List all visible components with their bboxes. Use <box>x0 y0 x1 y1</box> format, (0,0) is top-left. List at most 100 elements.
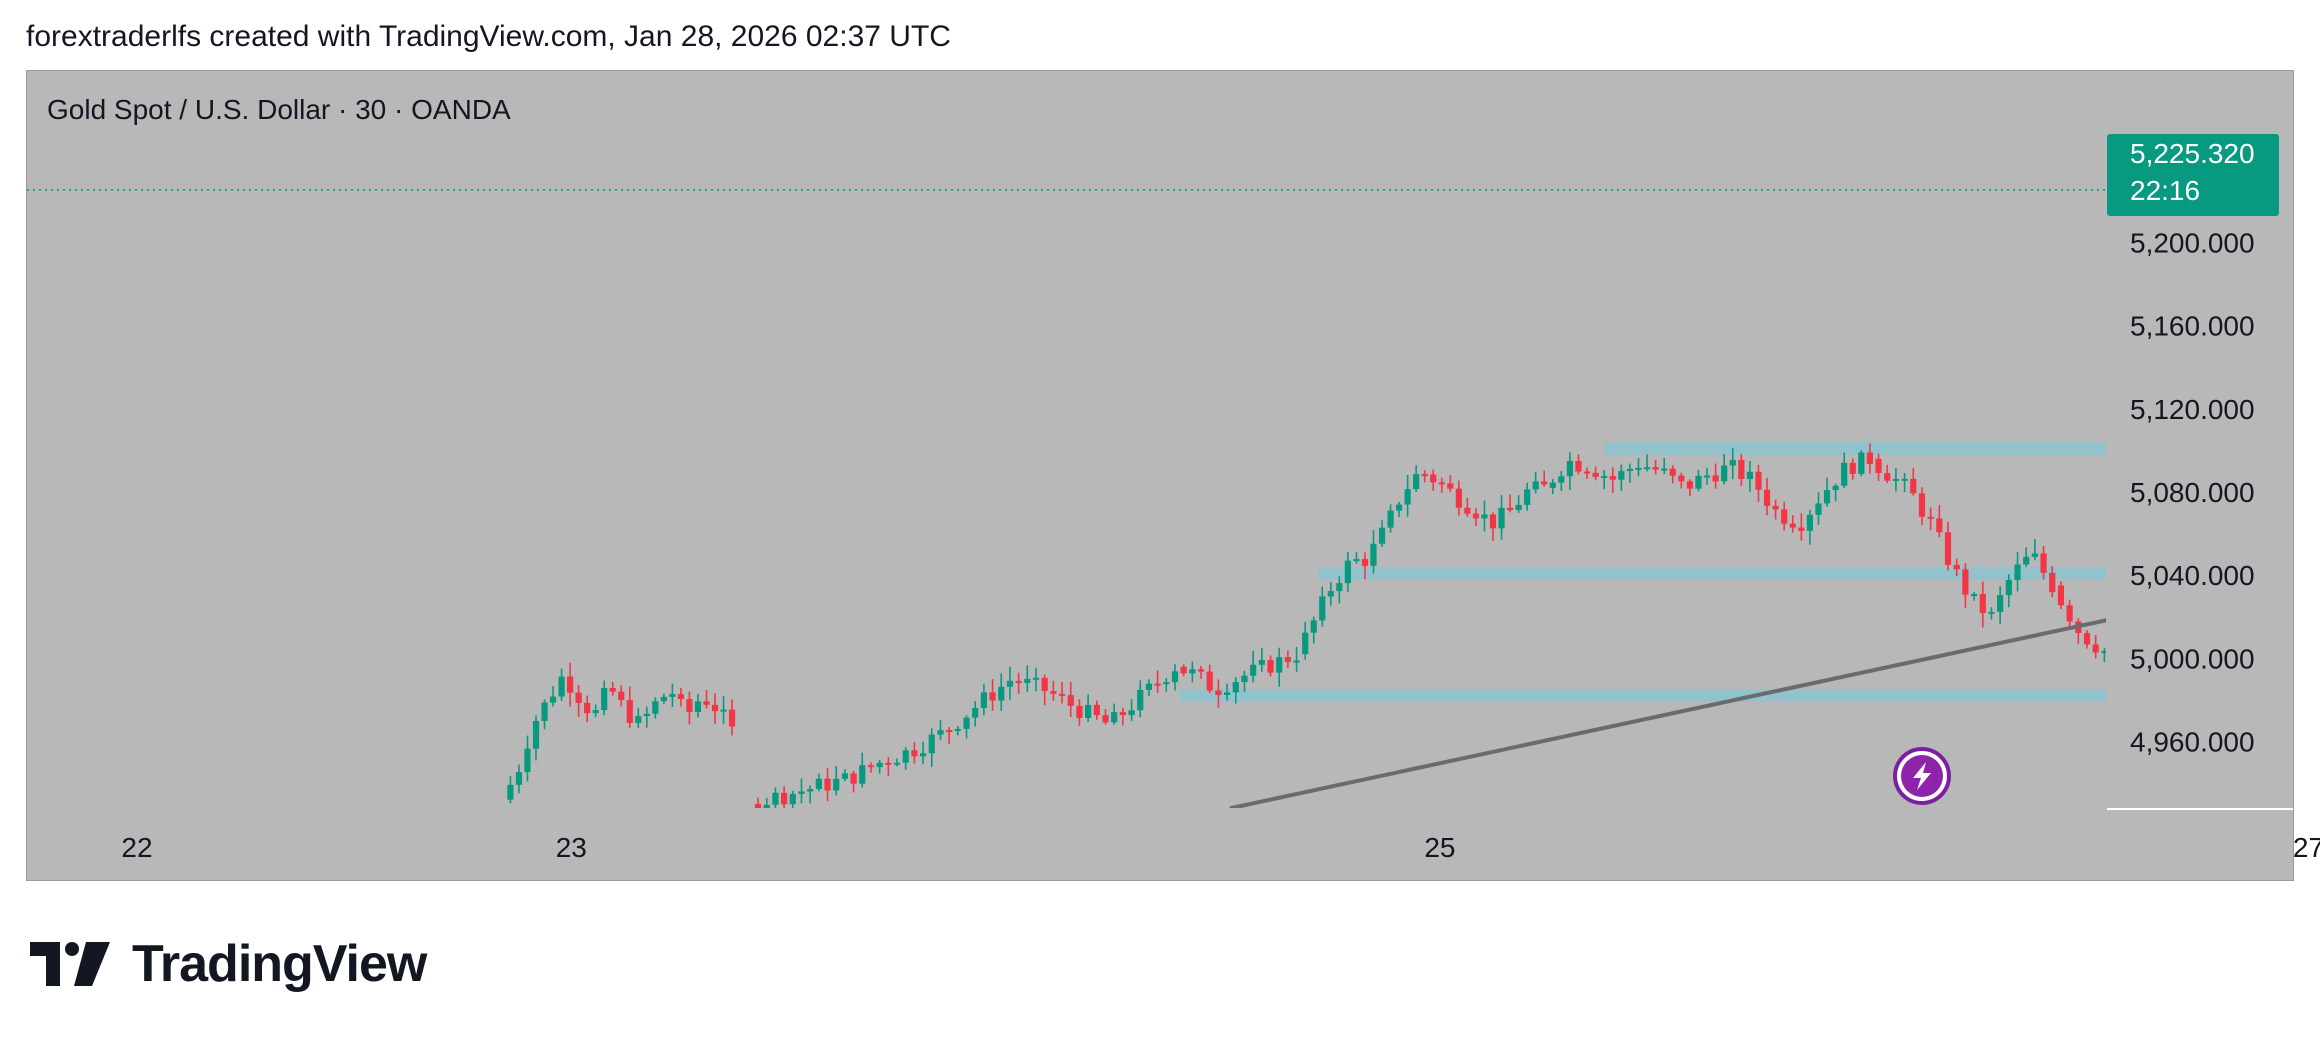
candle-body <box>1635 467 1642 470</box>
candle-body <box>1464 507 1471 514</box>
candle-body <box>1093 704 1100 716</box>
candle-body <box>728 709 736 727</box>
candle-body <box>1558 476 1565 483</box>
time-axis-tick-label: 25 <box>1424 832 1455 863</box>
candle-body <box>1353 559 1360 562</box>
candle-body <box>1024 678 1031 684</box>
candle-body <box>1215 690 1222 695</box>
candle-body <box>1643 467 1651 470</box>
candle-body <box>1944 532 1952 565</box>
candle-body <box>2310 517 2316 520</box>
candle-body <box>1250 664 1257 676</box>
candle-body <box>1669 468 1676 476</box>
trend-drawings <box>1229 618 2106 808</box>
candle-body <box>566 676 574 693</box>
candle-body <box>885 762 892 765</box>
candle-body <box>1806 514 1814 531</box>
time-axis[interactable]: 2223252728 <box>121 832 2320 863</box>
candle-body <box>789 793 796 805</box>
candle-body <box>2005 579 2012 596</box>
tradingview-brand-name: TradingView <box>132 935 427 993</box>
candle-body <box>1841 462 1848 486</box>
candle-body <box>1962 569 1969 595</box>
candle-body <box>1763 489 1771 506</box>
candle-body <box>2127 609 2133 631</box>
candle-body <box>1781 509 1788 524</box>
candle-body <box>1180 666 1187 674</box>
price-axis-tick-label: 5,000.000 <box>2130 643 2255 674</box>
candle-body <box>1832 485 1839 491</box>
candle-body <box>652 701 659 714</box>
candle-body <box>635 716 642 724</box>
candle-body <box>1798 527 1805 531</box>
candle-body <box>660 696 667 702</box>
candle-body <box>876 762 883 768</box>
candle-body <box>1293 660 1300 663</box>
candle-body <box>1310 620 1317 633</box>
chart-panel[interactable] <box>26 70 2294 881</box>
candle-body <box>703 701 710 705</box>
candle-body <box>1421 474 1428 477</box>
candle-body <box>824 778 831 791</box>
candle-body <box>1823 490 1831 504</box>
candle-body <box>2083 633 2091 645</box>
candle-body <box>1387 510 1394 528</box>
candle-body <box>1327 591 1334 597</box>
candle-body <box>763 804 770 808</box>
candle-body <box>592 710 599 714</box>
candle-body <box>963 717 970 729</box>
candle-body <box>1137 689 1144 711</box>
candle-body <box>1652 467 1659 470</box>
candle-body <box>626 700 633 724</box>
price-axis-tick-label: 5,080.000 <box>2130 477 2255 508</box>
candle-body <box>1197 669 1205 672</box>
time-axis-tick-label: 22 <box>121 832 152 863</box>
candle-body <box>1686 481 1694 489</box>
tradingview-footer[interactable]: TradingView <box>30 934 427 994</box>
candle-body <box>2249 540 2255 544</box>
candle-body <box>1746 471 1754 480</box>
price-axis-tick-label: 5,160.000 <box>2130 311 2255 342</box>
candle-body <box>1541 481 1548 485</box>
candle-body <box>507 784 514 800</box>
candle-body <box>1532 481 1539 490</box>
candle-body <box>1729 459 1736 466</box>
price-axis[interactable]: 5,240.0005,200.0005,160.0005,120.0005,08… <box>2107 144 2293 810</box>
candle-body <box>902 750 909 763</box>
candle-body <box>1678 475 1685 482</box>
candle-body <box>720 709 727 712</box>
candle-body <box>1515 504 1522 511</box>
candle-body <box>1006 680 1014 687</box>
candle-body <box>2284 522 2290 524</box>
candle-body <box>2049 572 2056 593</box>
candle-body <box>2040 553 2047 573</box>
candle-body <box>1601 475 1608 478</box>
candle-body <box>1498 507 1505 529</box>
candle-body <box>1918 493 1926 517</box>
candle-body <box>1481 514 1488 519</box>
candle-body <box>524 748 531 773</box>
bar-countdown-label: 22:16 <box>2130 175 2200 206</box>
candle-body <box>1609 475 1616 480</box>
candle-body <box>980 692 987 708</box>
candle-body <box>937 730 944 735</box>
candle-body <box>669 694 676 697</box>
price-axis-tick-label: 5,040.000 <box>2130 560 2255 591</box>
candle-body <box>1319 596 1326 621</box>
lightning-badge[interactable] <box>1893 747 1951 805</box>
candle-body <box>2023 556 2030 565</box>
candle-body <box>515 772 523 785</box>
candle-body <box>2057 585 2065 606</box>
candle-body <box>2066 605 2073 622</box>
candle-body <box>1119 712 1126 716</box>
candle-body <box>643 713 650 717</box>
candle-body <box>1506 507 1514 511</box>
candle-body <box>1102 715 1109 723</box>
candle-body <box>1361 559 1369 566</box>
candle-body <box>928 734 935 754</box>
candle-body <box>1738 459 1745 480</box>
candle-body <box>807 788 814 792</box>
candle-body <box>781 792 788 805</box>
candle-body <box>946 730 953 733</box>
